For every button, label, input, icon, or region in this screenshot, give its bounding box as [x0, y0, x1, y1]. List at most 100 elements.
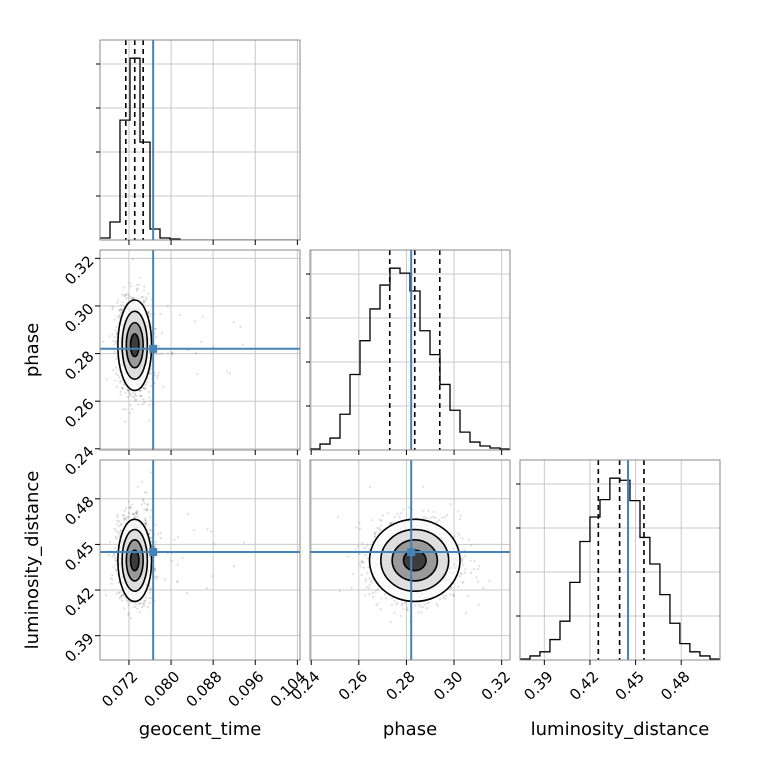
sample-point	[148, 404, 151, 407]
sample-point	[114, 547, 117, 550]
panel-frame	[99, 249, 301, 451]
sample-point	[126, 396, 129, 399]
x-tick-label-phase: 0.30	[430, 668, 466, 704]
sample-point	[147, 503, 150, 506]
x-tick-label-phase: 0.26	[335, 668, 371, 704]
truth-marker	[149, 548, 158, 557]
sample-point	[119, 381, 122, 384]
sample-point	[113, 350, 116, 354]
sample-point	[435, 520, 439, 523]
sample-point	[389, 621, 393, 624]
sample-point	[111, 578, 114, 581]
sample-point	[149, 372, 153, 375]
sample-point	[144, 517, 147, 520]
sample-point	[148, 372, 151, 375]
sample-point	[384, 597, 387, 600]
x-tick-label-geocent_time: 0.080	[140, 668, 183, 711]
sample-point	[108, 335, 111, 338]
sample-point	[144, 522, 147, 525]
x-tick-label-geocent_time: 0.072	[98, 668, 141, 711]
sample-point	[453, 535, 456, 538]
y-tick-label-phase: 0.30	[61, 300, 97, 336]
sample-point	[456, 532, 460, 535]
sample-point	[131, 258, 135, 261]
sample-point	[132, 605, 135, 608]
sample-point	[112, 368, 115, 372]
sample-point	[425, 517, 428, 520]
sample-point	[149, 509, 153, 512]
sample-point	[422, 509, 425, 512]
sample-point	[115, 592, 118, 595]
sample-point	[432, 510, 435, 513]
sample-point	[159, 537, 163, 540]
sample-point	[131, 391, 134, 395]
sample-point	[121, 386, 124, 390]
sample-point	[130, 408, 134, 411]
sample-point	[114, 379, 117, 382]
sample-point	[136, 283, 139, 287]
sample-point	[119, 529, 123, 532]
sample-point	[362, 546, 366, 549]
sample-point	[360, 573, 363, 576]
sample-point	[439, 598, 442, 601]
sample-point	[458, 575, 461, 578]
sample-point	[155, 336, 158, 339]
sample-point	[458, 534, 461, 537]
sample-point	[449, 593, 452, 596]
sample-point	[115, 357, 118, 361]
density-contour	[129, 549, 140, 572]
x-tick-label-luminosity_distance: 0.48	[657, 668, 693, 704]
sample-point	[128, 411, 131, 415]
sample-point	[398, 515, 401, 519]
sample-point	[118, 313, 121, 317]
sample-point	[154, 569, 157, 572]
sample-point	[149, 536, 152, 539]
sample-point	[109, 577, 112, 580]
sample-point	[111, 306, 114, 309]
sample-point	[434, 516, 437, 520]
sample-point	[150, 537, 153, 540]
sample-point	[159, 531, 163, 535]
sample-point	[127, 613, 130, 616]
sample-point	[121, 387, 124, 390]
sample-point	[107, 553, 110, 557]
sample-point	[181, 556, 184, 560]
sample-point	[362, 566, 365, 569]
sample-point	[462, 581, 465, 584]
sample-point	[154, 568, 157, 571]
sample-point	[396, 513, 399, 516]
sample-point	[395, 603, 398, 606]
sample-point	[405, 608, 408, 611]
sample-point	[125, 515, 129, 519]
sample-point	[124, 293, 127, 296]
sample-point	[153, 328, 156, 331]
sample-point	[121, 514, 124, 517]
sample-point	[130, 503, 134, 506]
sample-point	[123, 518, 126, 521]
sample-point	[442, 596, 445, 599]
sample-point	[111, 333, 114, 336]
sample-point	[141, 295, 144, 299]
sample-point	[148, 419, 151, 422]
sample-point	[470, 544, 473, 547]
sample-point	[360, 559, 363, 562]
sample-point	[171, 353, 174, 356]
sample-point	[469, 571, 473, 575]
sample-point	[137, 287, 140, 290]
sample-point	[153, 576, 156, 579]
sample-point	[133, 396, 136, 400]
sample-point	[420, 611, 423, 614]
sample-point	[464, 568, 467, 571]
sample-point	[146, 503, 149, 506]
sample-point	[355, 526, 358, 529]
sample-point	[135, 510, 139, 514]
sample-point	[112, 552, 116, 555]
y-tick-label-luminosity_distance: 0.42	[61, 584, 97, 620]
sample-point	[373, 534, 376, 538]
sample-point	[428, 601, 431, 604]
sample-point	[379, 529, 382, 532]
sample-point	[135, 289, 139, 292]
sample-point	[125, 598, 128, 602]
y-tick-label-phase: 0.26	[61, 395, 97, 431]
